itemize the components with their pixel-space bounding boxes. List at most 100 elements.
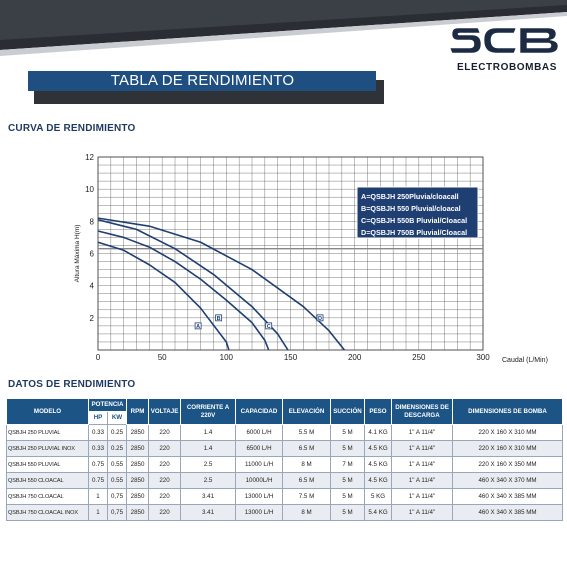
series-marker-b — [215, 314, 223, 322]
series-line-c — [97, 218, 289, 351]
table-cell: 0.33 — [88, 424, 108, 441]
legend-entry: C=QSBJH 550B Pluvial/Cloacal — [361, 216, 467, 225]
series-marker-a — [194, 322, 202, 330]
table-cell: 220 X 160 X 350 MM — [452, 456, 564, 473]
series-line-d — [97, 217, 346, 351]
x-tick-label: 150 — [284, 353, 298, 362]
table-cell: 0.75 — [88, 456, 108, 473]
performance-chart: 0 50 100 150 200 250 300 2 4 6 8 10 12 Caudal (L/Min)… — [74, 153, 548, 364]
brand-name: ELECTROBOMBAS — [456, 62, 558, 73]
table-cell: 6.5 M — [282, 440, 332, 457]
table-cell: 2850 — [126, 488, 150, 505]
x-tick-label: 300 — [476, 353, 490, 362]
col-kw: KW — [106, 411, 128, 425]
table-cell: 8 M — [282, 504, 332, 521]
series-marker-label: C — [267, 324, 271, 330]
table-cell: QSBJH 250 PLUVIAL — [6, 424, 89, 441]
table-cell: 5 M — [330, 472, 366, 489]
table-cell: QSBJH 550 CLOACAL — [6, 472, 89, 489]
col-descarga: DIMENSIONES DE DESCARGA — [391, 398, 454, 425]
table-cell: 1.4 — [180, 440, 237, 457]
table-cell: 220 — [148, 456, 182, 473]
table-cell: 1 — [88, 504, 108, 521]
col-hp: HP — [88, 411, 108, 425]
table-cell: 460 X 340 X 370 MM — [452, 472, 564, 489]
table-cell: 0.75 — [88, 472, 108, 489]
table-cell: 1" A 11/4" — [391, 424, 454, 441]
table-cell: 7 M — [330, 456, 366, 473]
table-cell: 10000L/H — [235, 472, 284, 489]
table-cell: 1" A 11/4" — [391, 504, 454, 521]
x-tick-label: 200 — [348, 353, 362, 362]
table-cell: 11000 L/H — [235, 456, 284, 473]
y-tick-label: 6 — [90, 250, 95, 259]
col-potencia: POTENCIA — [87, 398, 128, 412]
header-banner — [0, 0, 567, 104]
data-section-title: DATOS DE RENDIMIENTO — [8, 379, 136, 390]
table-row: QSBJH 250 PLUVIAL INOX 0.33 0.25 2850 220 1.4… — [6, 440, 564, 457]
table-row: QSBJH 550 CLOACAL 0.75 0.55 2850 220 2.5 10000… — [6, 472, 564, 489]
table-cell: 13000 L/H — [235, 504, 284, 521]
series-marker-label: D — [318, 316, 322, 322]
title-bar — [28, 71, 376, 91]
table-cell: 220 X 160 X 310 MM — [452, 440, 564, 457]
series-line-b — [97, 230, 270, 351]
col-peso: PESO — [364, 398, 393, 425]
table-header-row: MODELO POTENCIA RPM VOLTAJE CORRIENTE A … — [6, 398, 564, 425]
table-cell: 2850 — [126, 472, 150, 489]
table-cell: 1.4 — [180, 424, 237, 441]
table-cell: 5.5 M — [282, 424, 332, 441]
table-cell: 2850 — [126, 424, 150, 441]
series-marker-label: B — [217, 316, 221, 322]
table-cell: 0.33 — [88, 440, 108, 457]
table-cell: 0.25 — [106, 424, 128, 441]
table-cell: 1" A 11/4" — [391, 472, 454, 489]
table-cell: 220 — [148, 440, 182, 457]
y-tick-label: 12 — [85, 153, 94, 162]
table-cell: 3.41 — [180, 504, 237, 521]
col-rpm: RPM — [126, 398, 150, 425]
table-cell: QSBJH 750 CLOACAL — [6, 488, 89, 505]
table-cell: QSBJH 250 PLUVIAL INOX — [6, 440, 89, 457]
table-cell: 1" A 11/4" — [391, 456, 454, 473]
page-title: TABLA DE RENDIMIENTO — [110, 72, 295, 89]
table-cell: 13000 L/H — [235, 488, 284, 505]
series-marker-label: A — [196, 324, 200, 330]
y-tick-label: 2 — [90, 314, 95, 323]
performance-table: MODELO POTENCIA RPM VOLTAJE CORRIENTE A … — [6, 398, 564, 521]
table-cell: 6000 L/H — [235, 424, 284, 441]
legend-box — [356, 186, 479, 239]
scb-logo-icon — [449, 27, 559, 54]
series-marker-c — [265, 322, 273, 330]
x-tick-label: 250 — [412, 353, 426, 362]
table-cell: 2850 — [126, 440, 150, 457]
col-capacidad: CAPACIDAD — [235, 398, 284, 425]
table-subheader-row: HP KW — [7, 411, 563, 425]
table-cell: 220 — [148, 424, 182, 441]
x-tick-label: 100 — [220, 353, 234, 362]
table-cell: 5.4 KG — [364, 504, 393, 521]
table-cell: 0.55 — [106, 472, 128, 489]
table-cell: 4.5 KG — [364, 472, 393, 489]
table-cell: 0,75 — [106, 488, 128, 505]
col-elevacion: ELEVACIÓN — [282, 398, 332, 425]
table-cell: 0.55 — [106, 456, 128, 473]
table-cell: 2.5 — [180, 456, 237, 473]
table-cell: 2.5 — [180, 472, 237, 489]
table-row: QSBJH 550 PLUVIAL 0.75 0.55 2850 220 2.5 11000… — [6, 456, 564, 473]
table-cell: 0.25 — [106, 440, 128, 457]
table-cell: QSBJH 550 PLUVIAL — [6, 456, 89, 473]
legend-entry: D=QSBJH 750B Pluvial/Cloacal — [361, 228, 467, 237]
table-row: QSBJH 250 PLUVIAL 0.33 0.25 2850 220 1.4 6000 … — [6, 424, 564, 441]
table-cell: 2850 — [126, 456, 150, 473]
table-cell: 6.5 M — [282, 472, 332, 489]
table-cell: 4.5 KG — [364, 440, 393, 457]
table-cell: 1" A 11/4" — [391, 440, 454, 457]
table-cell: 4.1 KG — [364, 424, 393, 441]
series-marker-d — [316, 314, 324, 322]
y-tick-label: 10 — [85, 185, 94, 194]
table-cell: 5 M — [330, 440, 366, 457]
x-tick-label: 50 — [158, 353, 167, 362]
table-cell: 0,75 — [106, 504, 128, 521]
table-cell: 3.41 — [180, 488, 237, 505]
